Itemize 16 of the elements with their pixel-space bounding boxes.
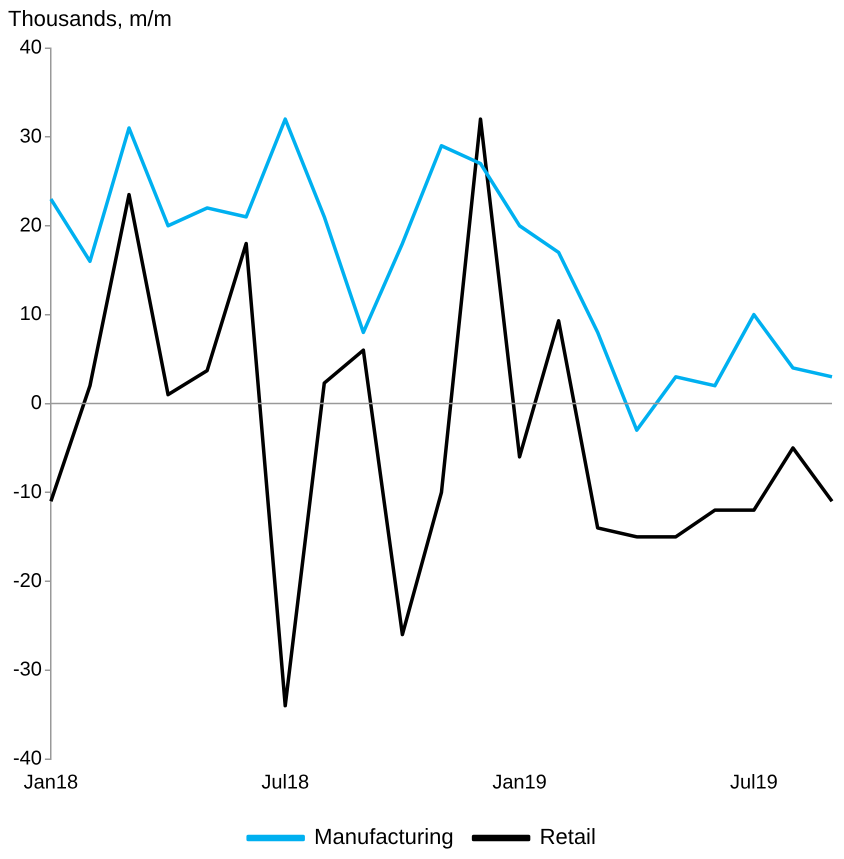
legend-label: Manufacturing xyxy=(314,824,454,850)
y-tick-label: 30 xyxy=(20,125,42,148)
y-tick-label: 0 xyxy=(30,392,42,414)
y-tick-label: -20 xyxy=(13,570,42,592)
legend-label: Retail xyxy=(540,824,596,850)
y-tick-label: -40 xyxy=(13,748,42,770)
y-tick-label: -10 xyxy=(13,480,42,503)
y-tick-label: 10 xyxy=(20,303,42,326)
x-tick-label: Jan18 xyxy=(24,772,78,794)
y-tick-label: 20 xyxy=(20,214,42,236)
x-tick-label: Jul18 xyxy=(261,772,310,794)
x-tick-label: Jan19 xyxy=(492,772,547,794)
y-tick-label: -30 xyxy=(13,658,42,681)
y-axis-title: Thousands, m/m xyxy=(8,6,172,32)
x-tick-label: Jul19 xyxy=(730,772,778,794)
y-tick-label: 40 xyxy=(20,36,42,59)
